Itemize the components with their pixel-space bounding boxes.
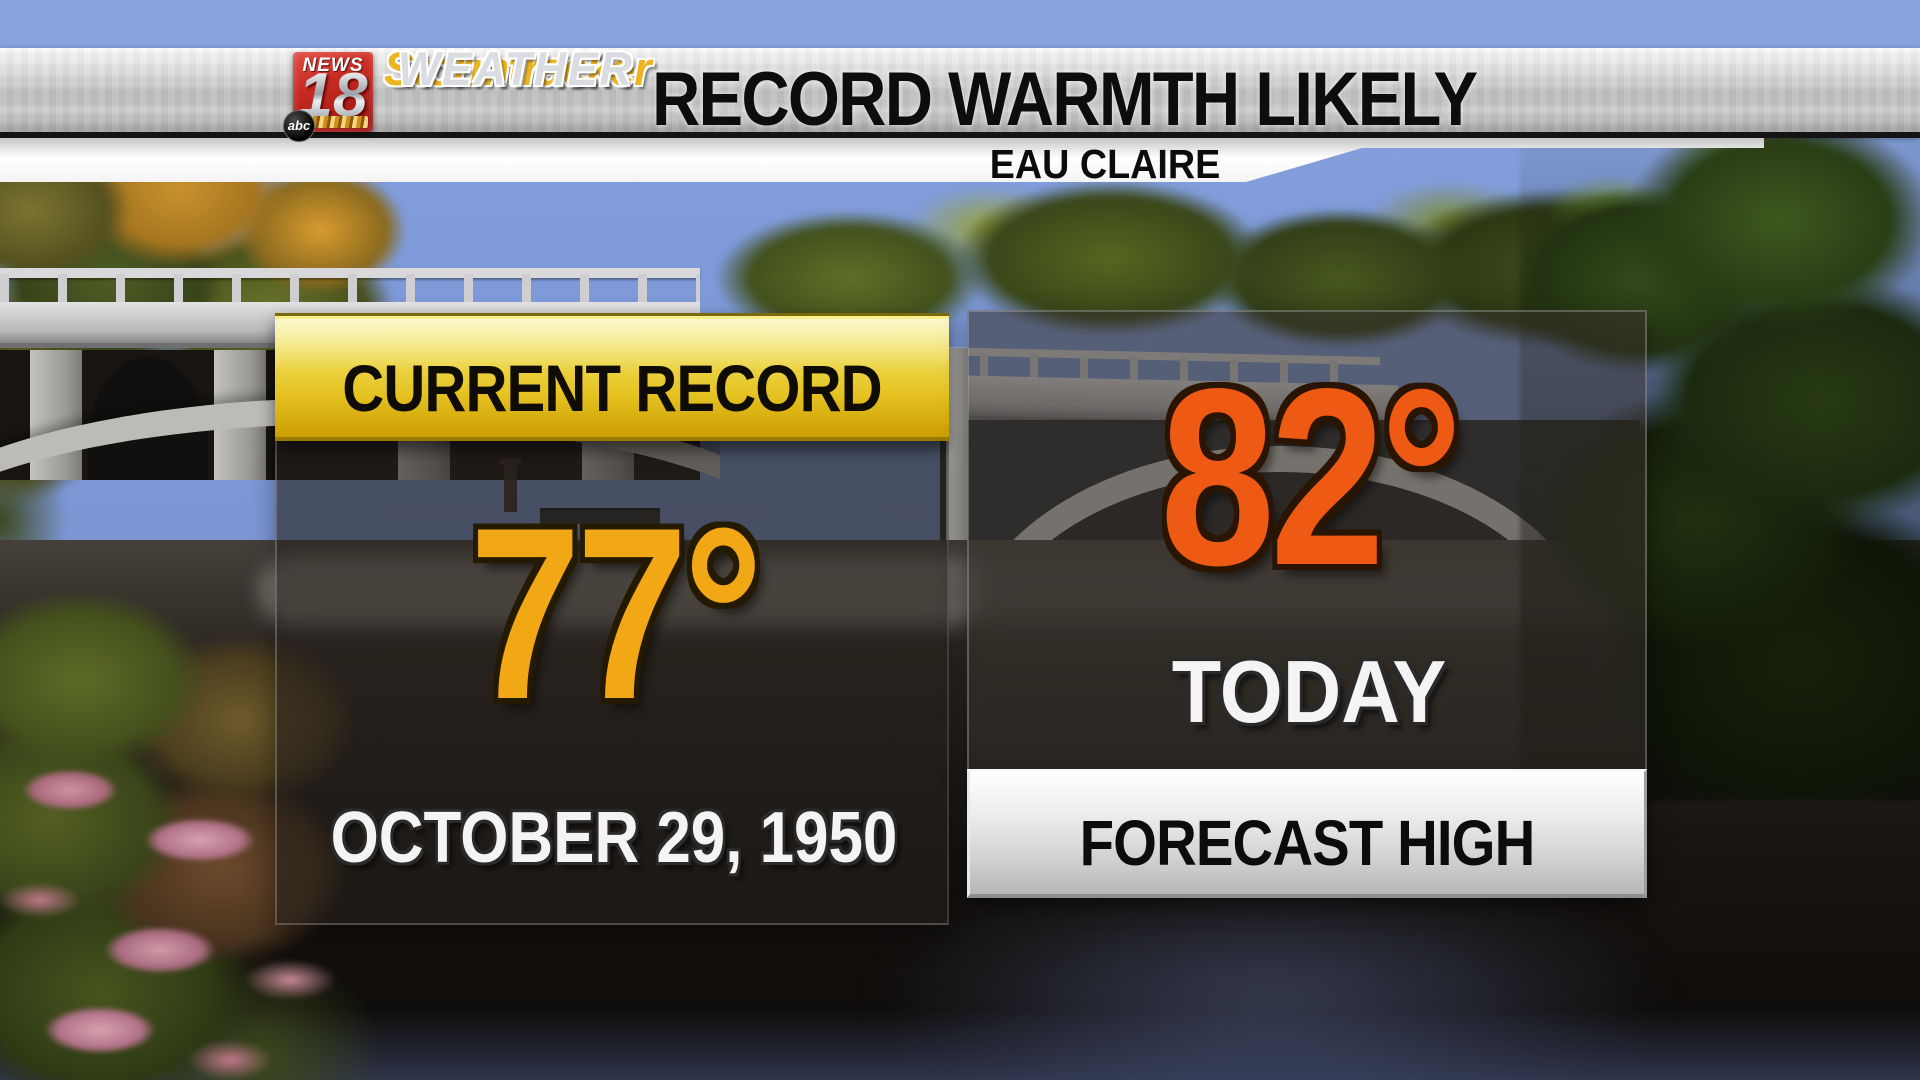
bridge-left-railing-posts bbox=[0, 274, 700, 304]
current-record-panel: 77° OCTOBER 29, 1950 CURRENT RECORD bbox=[275, 313, 949, 925]
current-record-title-bar: CURRENT RECORD bbox=[275, 313, 949, 441]
forecast-high-bar: FORECAST HIGH bbox=[967, 769, 1647, 898]
current-record-title: CURRENT RECORD bbox=[342, 351, 882, 425]
forecast-panel: 82° TODAY FORECAST HIGH bbox=[967, 310, 1647, 898]
forecast-temperature: 82° bbox=[1160, 337, 1463, 618]
location-text: EAU CLAIRE bbox=[989, 141, 1221, 187]
stormtracker-wordmark-line2: WEATHER bbox=[398, 42, 634, 95]
water-blue-glow bbox=[880, 880, 1660, 1080]
bridge-left-railing bbox=[0, 268, 700, 278]
news18-logo-news-text: NEWS bbox=[293, 55, 373, 77]
title-bar-gloss bbox=[275, 319, 949, 371]
header-banner-divider bbox=[0, 132, 1920, 138]
forecast-high-label: FORECAST HIGH bbox=[1079, 807, 1536, 879]
headline-text: RECORD WARMTH LIKELY bbox=[652, 57, 1478, 142]
record-date: OCTOBER 29, 1950 bbox=[330, 798, 898, 878]
news18-logo-gold-stripes bbox=[298, 116, 368, 128]
current-record-panel-body: 77° OCTOBER 29, 1950 bbox=[275, 441, 949, 925]
forecast-panel-body: 82° TODAY bbox=[967, 310, 1647, 769]
stormtracker-wordmark-line1: Stormtracker bbox=[384, 42, 652, 95]
news18-logo: NEWS 18 abc bbox=[283, 52, 373, 142]
forecast-day-label: TODAY bbox=[1171, 642, 1447, 741]
bridge-pier-between-panels bbox=[946, 348, 968, 598]
record-temperature: 77° bbox=[469, 476, 763, 750]
abc-network-icon: abc bbox=[283, 110, 315, 142]
